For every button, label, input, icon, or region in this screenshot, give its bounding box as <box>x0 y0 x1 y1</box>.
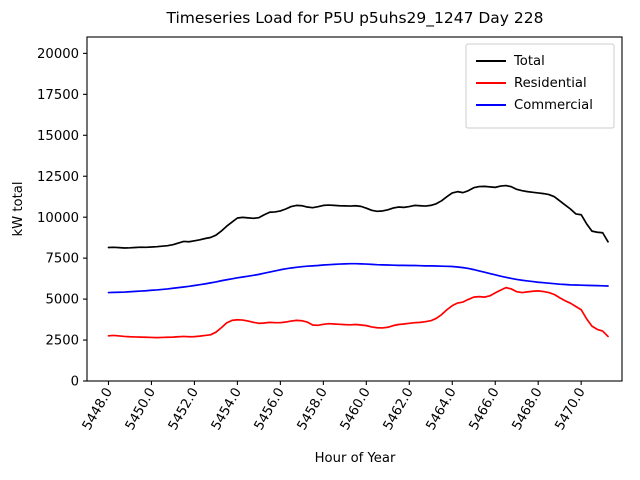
chart-legend: Total Residential Commercial <box>465 43 615 129</box>
series-line-commercial <box>107 262 609 294</box>
y-axis-ticks: 0 2500 5000 7500 10000 12500 15000 17500 20000 <box>37 47 87 390</box>
data-series-group <box>107 184 609 339</box>
y-tick-label: 7500 <box>45 252 79 267</box>
y-tick-label: 10000 <box>37 211 79 226</box>
y-tick-label: 0 <box>71 375 79 390</box>
legend-box <box>465 43 615 129</box>
legend-label-residential: Residential <box>514 76 587 91</box>
x-axis-label: Hour of Year <box>315 451 396 466</box>
legend-label-commercial: Commercial <box>514 98 593 113</box>
y-tick-label: 12500 <box>37 170 79 185</box>
y-axis-label: kW total <box>11 181 26 236</box>
y-tick-label: 20000 <box>37 47 79 62</box>
plot-border <box>86 36 623 382</box>
series-line-residential <box>107 286 609 339</box>
y-tick-label: 2500 <box>45 334 79 349</box>
page-title: Timeseries Load for P5U p5uhs29_1247 Day… <box>166 9 544 28</box>
y-tick-label: 5000 <box>45 293 79 308</box>
y-tick-label: 17500 <box>37 88 79 103</box>
legend-label-total: Total <box>513 54 545 69</box>
y-tick-label: 15000 <box>37 129 79 144</box>
axes-frame <box>86 36 623 382</box>
series-line-total <box>107 184 609 249</box>
